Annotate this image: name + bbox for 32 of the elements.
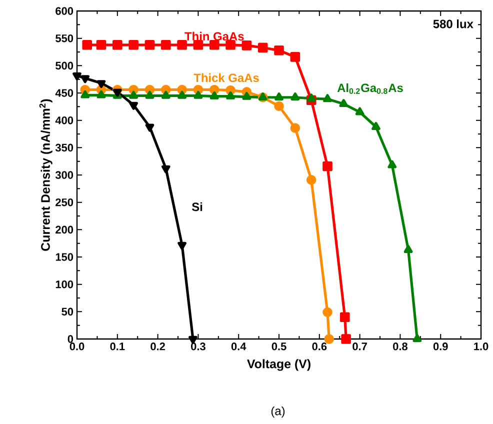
- x-tick-label: 1.0: [474, 342, 488, 350]
- x-tick-label: 0.7: [352, 342, 367, 350]
- x-tick-label: 0.8: [393, 342, 408, 350]
- x-tick-label: 0.3: [191, 342, 206, 350]
- x-tick-label: 0.6: [312, 342, 327, 350]
- y-tick-label: 500: [56, 62, 74, 70]
- x-tick-label: 0.5: [272, 342, 286, 350]
- x-tick-label: 0.0: [70, 342, 84, 350]
- x-tick-label: 0.2: [150, 342, 165, 350]
- series-label: Si: [192, 202, 202, 212]
- series-label: Thick GaAs: [194, 73, 259, 82]
- y-axis-title: Current Density (nA/mm$^{2}$): [39, 99, 52, 251]
- series-label: Thin GaAs: [184, 32, 244, 41]
- y-tick-label: 350: [55, 144, 74, 152]
- annotation: 580 lux: [433, 19, 474, 28]
- x-tick-label: 0.1: [110, 342, 125, 350]
- y-tick-label: 100: [56, 280, 74, 288]
- y-tick-label: 550: [56, 34, 74, 42]
- series-label: Al$_{0.2}$Ga$_{0.8}$As: [337, 83, 403, 94]
- y-tick-label: 200: [56, 226, 74, 234]
- text: (a): [271, 406, 285, 418]
- x-axis-title: Voltage (V): [247, 359, 310, 371]
- y-tick-label: 150: [56, 253, 74, 261]
- x-tick-label: 0.4: [231, 342, 246, 350]
- y-tick-label: 600: [56, 7, 74, 15]
- y-tick-label: 250: [56, 198, 74, 206]
- y-tick-label: 50: [62, 308, 74, 316]
- y-tick-label: 300: [55, 171, 74, 179]
- y-tick-label: 400: [55, 116, 74, 124]
- y-tick-label: 0: [68, 335, 74, 343]
- x-tick-label: 0.9: [433, 342, 448, 350]
- y-tick-label: 450: [55, 89, 74, 97]
